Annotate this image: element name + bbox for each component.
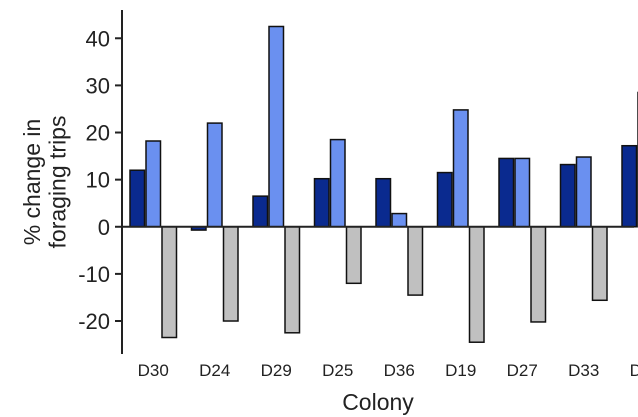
x-category-label: D26 [630,361,638,380]
x-category-label: D29 [261,361,292,380]
x-category-label: D25 [322,361,353,380]
y-tick-label: 40 [86,26,110,51]
bar-d30-series-2 [145,140,162,228]
bar-d27-series-2 [514,157,531,228]
y-tick-label: 30 [86,73,110,98]
bar-d25-series-2 [329,138,346,228]
bar-d33-series-1 [559,163,576,228]
bar-d24-series-3 [222,226,239,322]
bar-d24-series-2 [206,122,223,228]
category-labels-group: D30 D24 D29 D25 D36 D19 D27 D33 D26 [138,361,638,380]
bar-d27-series-1 [498,157,515,228]
y-tick-label: -10 [78,262,110,287]
x-category-label: D27 [507,361,538,380]
bar-d33-series-3 [591,226,608,302]
bar-d19-series-2 [452,109,469,228]
bars-group [129,25,638,343]
y-axis-title-line: % change in [19,119,45,246]
bar-d19-series-1 [436,171,453,228]
x-category-label: D24 [199,361,230,380]
bar-d29-series-2 [268,25,285,228]
bar-d36-series-3 [407,226,424,296]
bar-d29-series-1 [252,195,269,228]
bar-d36-series-1 [375,177,392,228]
bar-d29-series-3 [284,226,301,334]
bar-d25-series-1 [313,177,330,228]
x-category-label: D33 [568,361,599,380]
x-axis-title: Colony [342,389,414,415]
x-category-label: D36 [384,361,415,380]
y-tick-label: -20 [78,309,110,334]
y-tick-label: 10 [86,168,110,193]
bar-d26-series-1 [621,144,638,228]
y-axis-title: % change inforaging trips [19,116,70,249]
bar-d30-series-1 [129,169,146,228]
x-category-label: D19 [445,361,476,380]
y-axis-title-line: foraging trips [44,116,70,249]
bar-d30-series-3 [161,226,178,339]
bar-d27-series-3 [530,226,547,323]
bar-d33-series-2 [575,156,592,228]
bar-d25-series-3 [345,226,362,285]
bar-d36-series-2 [391,212,408,228]
y-ticks-group: -20 -10 0 10 20 30 40 [78,26,122,334]
y-tick-label: 0 [98,215,110,240]
y-tick-label: 20 [86,121,110,146]
bar-d19-series-3 [468,226,485,343]
x-category-label: D30 [138,361,169,380]
